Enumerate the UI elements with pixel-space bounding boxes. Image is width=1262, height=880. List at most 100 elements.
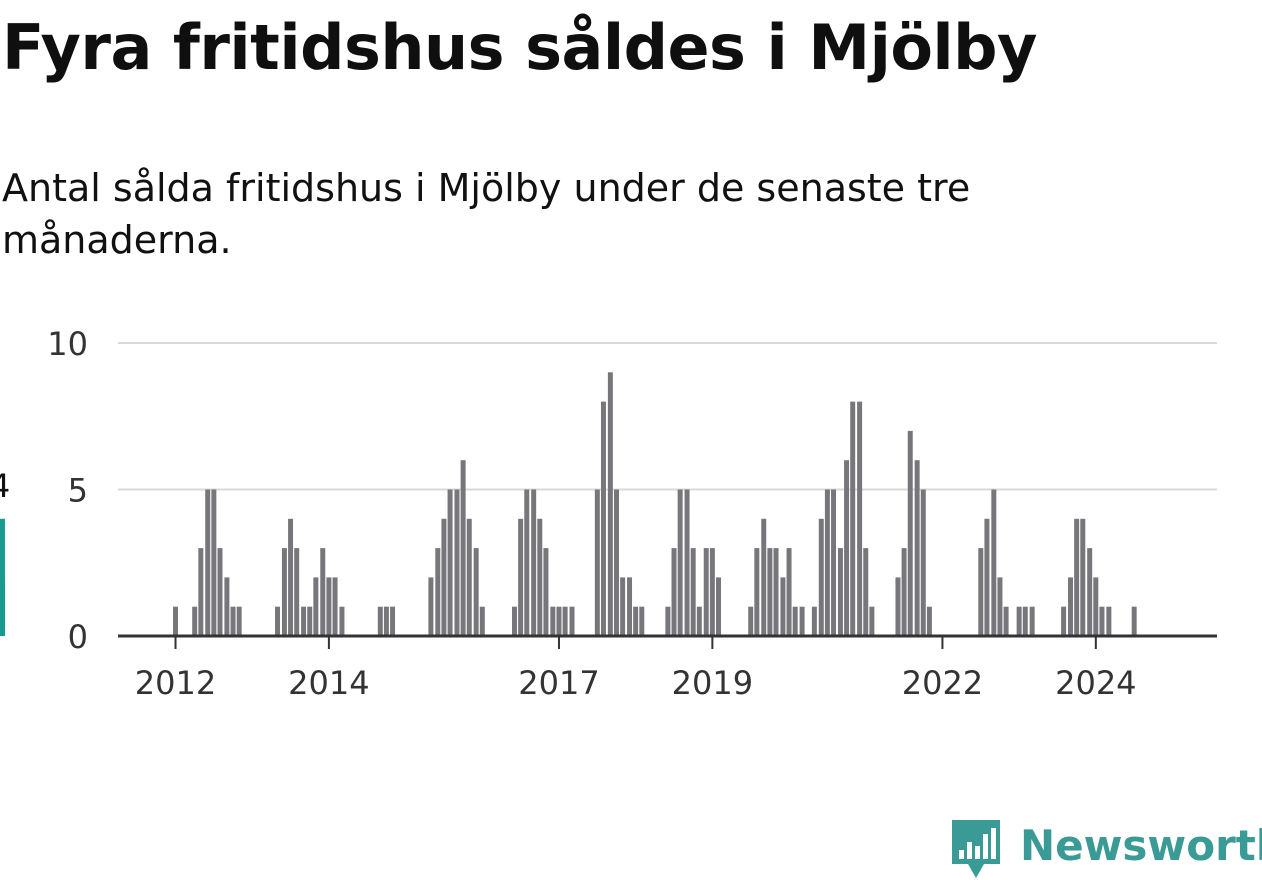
latest-value-label: 4 bbox=[0, 467, 10, 505]
bar bbox=[844, 460, 850, 636]
bar bbox=[620, 577, 626, 636]
bar-chart: 0 5 10 4 2012 2014 2017 2019 2022 2024 bbox=[0, 325, 1217, 702]
bar bbox=[633, 606, 639, 636]
newsworthy-logo-icon bbox=[952, 820, 1000, 878]
bars bbox=[0, 372, 1137, 636]
bar bbox=[1003, 606, 1009, 636]
bar bbox=[326, 577, 332, 636]
page-subtitle: Antal sålda fritidshus i Mjölby under de… bbox=[2, 166, 971, 262]
bar bbox=[991, 489, 997, 636]
bar bbox=[607, 372, 613, 636]
y-tick-label: 5 bbox=[68, 472, 88, 510]
bar bbox=[1029, 606, 1035, 636]
bar bbox=[428, 577, 434, 636]
bar bbox=[997, 577, 1003, 636]
y-tick-label: 10 bbox=[47, 325, 88, 363]
bar bbox=[824, 489, 830, 636]
bar bbox=[773, 548, 779, 636]
bar bbox=[198, 548, 204, 636]
bar bbox=[671, 548, 677, 636]
bar bbox=[524, 489, 530, 636]
bar bbox=[837, 548, 843, 636]
bar bbox=[754, 548, 760, 636]
bar bbox=[920, 489, 926, 636]
bar bbox=[473, 548, 479, 636]
bar bbox=[799, 606, 805, 636]
bar bbox=[1099, 606, 1105, 636]
x-tick-label: 2017 bbox=[518, 664, 599, 702]
bar bbox=[857, 401, 863, 636]
newsworthy-logo: Newsworthy bbox=[950, 818, 1262, 880]
bar bbox=[639, 606, 645, 636]
bar bbox=[627, 577, 633, 636]
bar bbox=[211, 489, 217, 636]
bar bbox=[709, 548, 715, 636]
bar bbox=[441, 518, 447, 636]
bar bbox=[978, 548, 984, 636]
bar bbox=[926, 606, 932, 636]
bar bbox=[907, 430, 913, 636]
bar bbox=[435, 548, 441, 636]
bar bbox=[512, 606, 517, 636]
bar bbox=[320, 548, 326, 636]
bar bbox=[831, 489, 837, 636]
bar bbox=[307, 606, 313, 636]
bar bbox=[780, 577, 786, 636]
bar bbox=[205, 489, 211, 636]
newsworthy-wordmark: Newsworthy bbox=[1020, 821, 1262, 870]
bar bbox=[684, 489, 690, 636]
bar bbox=[1068, 577, 1074, 636]
bar bbox=[901, 548, 907, 636]
bar bbox=[792, 606, 798, 636]
bar bbox=[466, 518, 472, 636]
bar bbox=[594, 489, 600, 636]
bar bbox=[531, 489, 537, 636]
bar bbox=[390, 606, 396, 636]
y-tick-label: 0 bbox=[68, 618, 88, 656]
bar bbox=[377, 606, 383, 636]
bar bbox=[281, 548, 287, 636]
bar bbox=[767, 548, 773, 636]
bar bbox=[569, 606, 575, 636]
x-tick-label: 2024 bbox=[1055, 664, 1136, 702]
bar bbox=[294, 548, 300, 636]
bar bbox=[614, 489, 619, 636]
bar bbox=[383, 606, 389, 636]
x-tick-label: 2019 bbox=[672, 664, 753, 702]
bar bbox=[173, 606, 179, 636]
bar bbox=[895, 577, 901, 636]
bar bbox=[556, 606, 562, 636]
bar bbox=[339, 606, 345, 636]
x-tick-label: 2022 bbox=[902, 664, 983, 702]
bar bbox=[313, 577, 319, 636]
bar bbox=[869, 606, 875, 636]
bar bbox=[275, 606, 281, 636]
bar bbox=[786, 548, 792, 636]
bar bbox=[550, 606, 556, 636]
bar bbox=[984, 518, 990, 636]
x-tick-label: 2012 bbox=[135, 664, 216, 702]
bar bbox=[811, 606, 817, 636]
bar-latest bbox=[0, 518, 5, 636]
bar bbox=[447, 489, 453, 636]
bar bbox=[224, 577, 230, 636]
bar bbox=[332, 577, 338, 636]
bar bbox=[716, 577, 721, 636]
bar bbox=[1087, 548, 1093, 636]
bar bbox=[703, 548, 709, 636]
bar bbox=[479, 606, 485, 636]
bar bbox=[696, 606, 702, 636]
bar bbox=[761, 518, 767, 636]
bar bbox=[665, 606, 671, 636]
bar bbox=[818, 518, 824, 636]
gridlines bbox=[118, 342, 1217, 491]
bar bbox=[600, 401, 606, 636]
bar bbox=[1080, 518, 1086, 636]
bar bbox=[301, 606, 307, 636]
axes: 0 5 10 4 2012 2014 2017 2019 2022 2024 bbox=[0, 325, 1217, 702]
bar bbox=[1022, 606, 1028, 636]
bar bbox=[1016, 606, 1022, 636]
bar bbox=[1061, 606, 1067, 636]
bar bbox=[454, 489, 460, 636]
bar bbox=[236, 606, 242, 636]
